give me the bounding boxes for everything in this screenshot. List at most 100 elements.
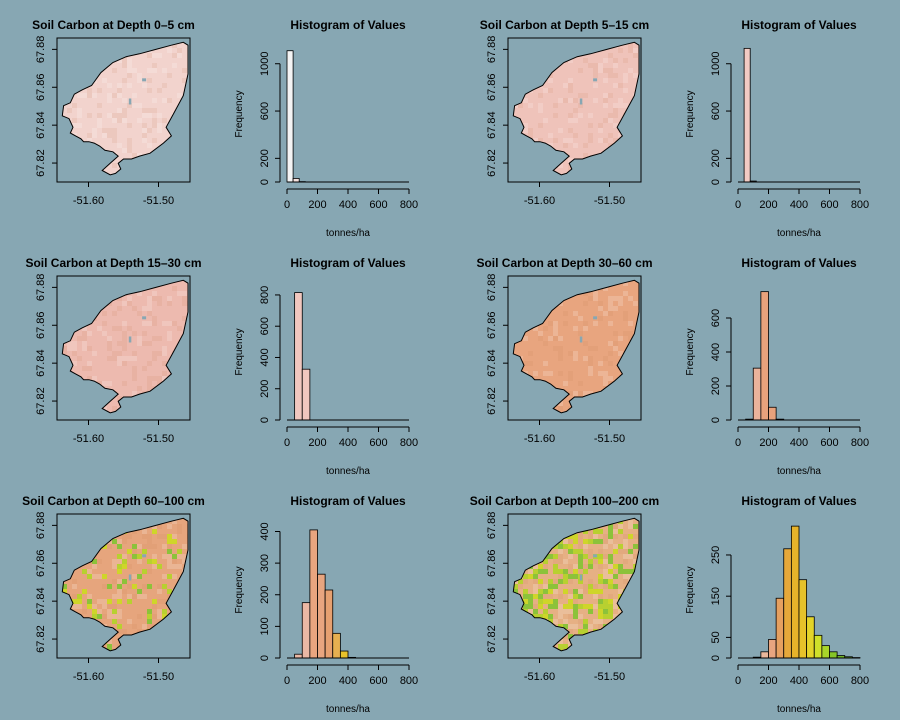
- map-raster-cell: [538, 569, 543, 574]
- map-raster-cell: [132, 371, 137, 376]
- map-raster-cell: [618, 336, 623, 341]
- map-raster-cell: [147, 321, 152, 326]
- map-raster-cell: [513, 93, 518, 98]
- map-raster-cell: [553, 321, 558, 326]
- map-raster-cell: [573, 609, 578, 614]
- map-raster-cell: [177, 38, 182, 43]
- map-raster-cell: [618, 103, 623, 108]
- map-raster-cell: [62, 549, 67, 554]
- map-raster-cell: [548, 371, 553, 376]
- map-title: Soil Carbon at Depth 30–60 cm: [476, 256, 652, 270]
- map-raster-cell: [172, 381, 177, 386]
- map-raster-cell: [518, 639, 523, 644]
- map-raster-cell: [538, 108, 543, 113]
- map-raster-cell: [77, 549, 82, 554]
- map-raster-cell: [598, 649, 603, 654]
- map-raster-cell: [152, 296, 157, 301]
- map-raster-cell: [523, 291, 528, 296]
- map-raster-cell: [633, 624, 638, 629]
- map-raster-cell: [528, 544, 533, 549]
- map-raster-cell: [593, 346, 598, 351]
- map-raster-cell: [593, 619, 598, 624]
- map-raster-cell: [593, 38, 598, 43]
- map-raster-cell: [92, 629, 97, 634]
- map-raster-cell: [167, 544, 172, 549]
- map-raster-cell: [573, 549, 578, 554]
- map-raster-cell: [147, 639, 152, 644]
- map-raster-cell: [157, 351, 162, 356]
- map-raster-cell: [167, 38, 172, 43]
- histogram-x-tick-label: 600: [820, 675, 838, 687]
- map-raster-cell: [543, 371, 548, 376]
- map-raster-cell: [583, 514, 588, 519]
- map-raster-cell: [508, 148, 513, 153]
- map-raster-cell: [97, 53, 102, 58]
- map-raster-cell: [513, 559, 518, 564]
- map-raster-cell: [563, 579, 568, 584]
- map-x-tick-label: -51.60: [73, 195, 104, 207]
- map-raster-cell: [613, 411, 618, 416]
- map-raster-cell: [508, 629, 513, 634]
- map-raster-cell: [62, 366, 67, 371]
- map-raster-cell: [538, 524, 543, 529]
- map-raster-cell: [578, 604, 583, 609]
- map-raster-cell: [57, 153, 62, 158]
- map-raster-cell: [152, 351, 157, 356]
- map-raster-cell: [538, 639, 543, 644]
- histogram-bar: [761, 292, 769, 420]
- map-raster-cell: [182, 544, 187, 549]
- map-raster-cell: [132, 366, 137, 371]
- map-raster-cell: [578, 93, 583, 98]
- map-raster-cell: [528, 128, 533, 133]
- map-raster-cell: [588, 63, 593, 68]
- map-raster-cell: [177, 514, 182, 519]
- histogram-x-tick-label: 400: [790, 199, 808, 211]
- map-raster-cell: [117, 589, 122, 594]
- map-raster-cell: [608, 386, 613, 391]
- map-raster-cell: [538, 634, 543, 639]
- map-raster-cell: [608, 68, 613, 73]
- map-panel: Soil Carbon at Depth 15–30 cm-51.60-51.5…: [25, 256, 201, 445]
- map-raster-cell: [568, 78, 573, 83]
- map-raster-cell: [623, 534, 628, 539]
- map-raster-cell: [628, 514, 633, 519]
- map-raster-cell: [558, 579, 563, 584]
- map-raster-cell: [563, 589, 568, 594]
- map-raster-cell: [162, 574, 167, 579]
- map-raster-cell: [157, 113, 162, 118]
- map-raster-cell: [162, 68, 167, 73]
- map-raster-cell: [62, 614, 67, 619]
- map-raster-cell: [598, 514, 603, 519]
- histogram-x-tick-label: 600: [820, 437, 838, 449]
- map-raster-cell: [67, 559, 72, 564]
- map-raster-cell: [533, 519, 538, 524]
- map-raster-cell: [633, 391, 638, 396]
- map-raster-cell: [147, 376, 152, 381]
- map-raster-cell: [548, 529, 553, 534]
- map-raster-cell: [538, 276, 543, 281]
- map-raster-cell: [508, 133, 513, 138]
- map-raster-cell: [568, 604, 573, 609]
- map-raster-cell: [147, 43, 152, 48]
- map-raster-cell: [613, 386, 618, 391]
- map-panel: Soil Carbon at Depth 5–15 cm-51.60-51.50…: [480, 18, 649, 207]
- map-raster-cell: [67, 569, 72, 574]
- map-raster-cell: [67, 524, 72, 529]
- map-raster-cell: [613, 296, 618, 301]
- histogram-y-tick-label: 0: [710, 417, 722, 423]
- map-raster-cell: [157, 634, 162, 639]
- map-raster-cell: [142, 534, 147, 539]
- map-raster-cell: [598, 634, 603, 639]
- map-raster-cell: [528, 153, 533, 158]
- map-raster-cell: [132, 331, 137, 336]
- map-raster-cell: [628, 619, 633, 624]
- map-raster-cell: [82, 569, 87, 574]
- map-raster-cell: [127, 63, 132, 68]
- map-raster-cell: [513, 639, 518, 644]
- map-raster-cell: [92, 411, 97, 416]
- map-raster-cell: [117, 326, 122, 331]
- map-raster-cell: [603, 356, 608, 361]
- map-raster-cell: [618, 98, 623, 103]
- map-raster-cell: [122, 381, 127, 386]
- map-raster-cell: [147, 78, 152, 83]
